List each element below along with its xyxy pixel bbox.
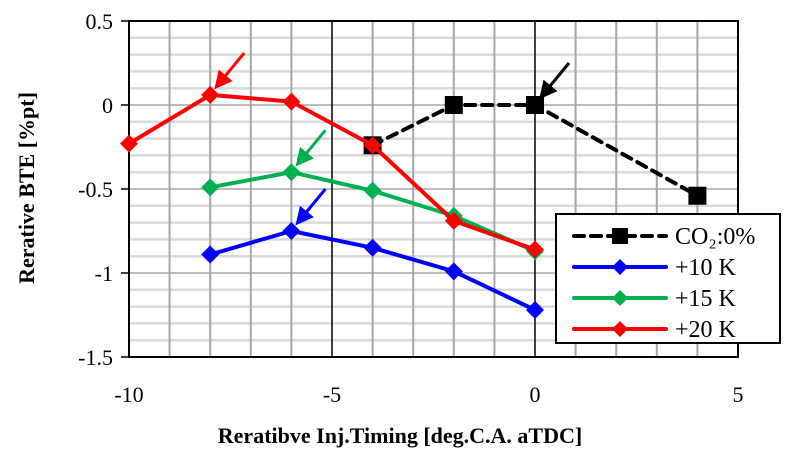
x-tick-label: 5 — [733, 382, 744, 407]
diamond-marker — [612, 290, 628, 306]
legend-label: CO₂:0% — [675, 224, 755, 250]
legend-label: +15 K — [675, 286, 737, 312]
diamond-marker — [363, 238, 382, 257]
annotation-arrow — [295, 188, 327, 226]
legend: CO₂:0% +10 K +15 K +20 K — [555, 213, 781, 344]
y-tick-label: 0 — [102, 93, 113, 118]
square-marker — [526, 96, 544, 114]
square-marker — [688, 186, 707, 205]
diamond-marker — [363, 136, 382, 155]
square-marker — [612, 228, 628, 244]
square-marker — [444, 96, 463, 114]
x-axis-label: Reratibve Inj.Timing [deg.C.A. aTDC] — [218, 423, 582, 448]
annotation-arrow — [295, 129, 327, 167]
y-tick-label: -0.5 — [78, 177, 113, 202]
diamond-marker — [444, 211, 463, 230]
series-line — [370, 103, 700, 198]
y-tick-label: -1 — [95, 261, 113, 286]
legend-label: +10 K — [675, 255, 737, 281]
annotation-arrow — [539, 62, 571, 100]
legend-label: +20 K — [675, 317, 737, 343]
y-tick-label: 0.5 — [86, 9, 114, 34]
diamond-marker — [282, 222, 301, 240]
x-tick-label: -5 — [323, 382, 341, 407]
annotation-arrow — [214, 51, 246, 90]
diamond-marker — [201, 178, 220, 197]
diamond-marker — [282, 163, 301, 182]
diamond-marker — [444, 262, 463, 281]
diamond-marker — [363, 181, 382, 200]
diamond-marker — [612, 259, 628, 275]
series--10-k — [201, 222, 544, 319]
diamond-marker — [120, 134, 138, 153]
series--20-k — [120, 85, 544, 259]
series-line — [127, 92, 536, 252]
grid — [121, 20, 739, 358]
series-layer — [120, 85, 707, 319]
x-tick-label: 0 — [530, 382, 541, 407]
y-axis-label: Rerative BTE [%pt] — [14, 92, 39, 284]
diamond-marker — [201, 245, 220, 264]
diamond-marker — [526, 240, 544, 259]
y-tick-label: -1.5 — [78, 345, 113, 370]
diamond-marker — [201, 85, 220, 104]
annotation-arrows — [214, 51, 571, 226]
tick-labels: 0.5 0 -0.5 -1 -1.5-10 -5 0 5 — [78, 9, 743, 407]
x-tick-label: -10 — [114, 382, 143, 407]
diamond-marker — [612, 321, 628, 337]
diamond-marker — [526, 300, 544, 319]
diamond-marker — [282, 92, 301, 111]
